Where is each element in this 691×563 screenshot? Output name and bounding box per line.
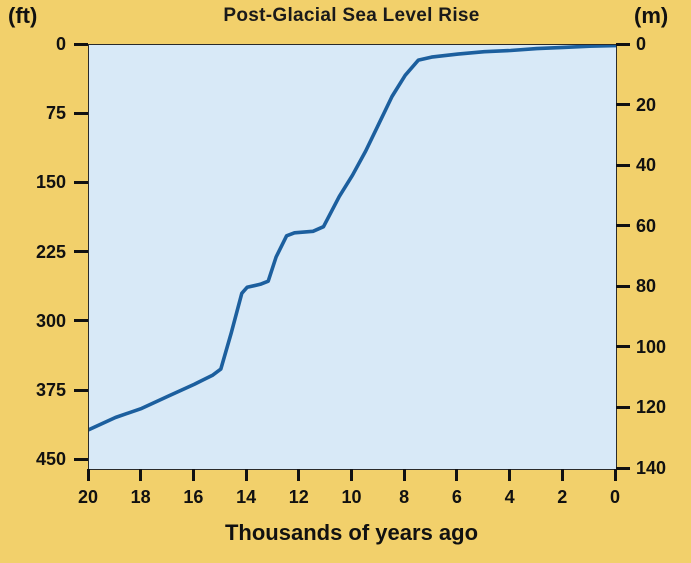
right-tick-mark <box>616 466 630 470</box>
left-tick-mark <box>74 319 88 323</box>
right-tick-label: 60 <box>636 215 657 236</box>
right-tick-mark <box>616 405 630 409</box>
x-tick-label: 14 <box>236 487 257 507</box>
x-axis-label: Thousands of years ago <box>224 520 479 545</box>
x-tick-label: 4 <box>504 487 515 507</box>
left-tick-mark <box>74 180 88 184</box>
x-tick-label: 16 <box>183 487 204 507</box>
right-tick-mark <box>616 224 630 228</box>
right-tick-mark <box>616 163 630 167</box>
left-tick-label: 225 <box>35 241 66 262</box>
x-tick-mark <box>139 469 143 481</box>
x-tick-mark <box>191 469 195 481</box>
right-tick-label: 120 <box>636 397 667 418</box>
left-tick-label: 450 <box>35 449 66 470</box>
x-tick-mark <box>508 469 512 481</box>
right-tick-label: 80 <box>636 276 657 297</box>
sea-level-line <box>89 45 616 432</box>
sea-level-line-chart <box>89 45 616 432</box>
right-tick-mark <box>616 284 630 288</box>
x-tick-label: 6 <box>451 487 462 507</box>
x-tick-mark <box>297 469 301 481</box>
left-tick-label: 300 <box>35 310 66 331</box>
x-tick-label: 20 <box>77 487 99 507</box>
right-tick-mark <box>616 345 630 349</box>
left-tick-mark <box>74 457 88 461</box>
x-tick-mark <box>244 469 248 481</box>
x-tick-mark <box>350 469 353 481</box>
right-tick-label: 20 <box>636 94 657 115</box>
x-tick-mark <box>402 469 406 481</box>
right-tick-label: 100 <box>636 336 667 357</box>
x-tick-mark <box>86 469 90 481</box>
x-tick-label: 0 <box>609 487 620 507</box>
left-tick-mark <box>74 250 88 254</box>
right-tick-label: 140 <box>636 458 667 478</box>
left-tick-mark <box>74 388 88 392</box>
x-tick-label: 10 <box>341 487 362 507</box>
x-tick-mark <box>455 469 459 481</box>
left-tick-label: 150 <box>35 172 66 193</box>
right-tick-label: 0 <box>636 34 647 54</box>
x-tick-label: 8 <box>399 487 410 507</box>
x-tick-label: 12 <box>288 487 309 507</box>
left-tick-mark <box>74 42 88 46</box>
plot-area <box>88 44 617 470</box>
right-tick-mark <box>616 42 630 46</box>
left-tick-mark <box>74 111 88 115</box>
right-tick-label: 40 <box>636 155 657 176</box>
chart-title: Post-Glacial Sea Level Rise <box>223 5 480 26</box>
left-axis-unit-label: (ft) <box>8 3 38 28</box>
left-tick-label: 75 <box>45 103 66 124</box>
x-tick-label: 18 <box>130 487 151 507</box>
left-tick-label: 375 <box>35 380 66 401</box>
x-tick-label: 2 <box>557 487 568 507</box>
x-tick-mark <box>560 469 564 481</box>
right-tick-mark <box>616 103 630 107</box>
x-tick-mark <box>613 469 617 481</box>
right-axis-unit-label: (m) <box>634 3 669 28</box>
left-tick-label: 0 <box>55 34 66 54</box>
